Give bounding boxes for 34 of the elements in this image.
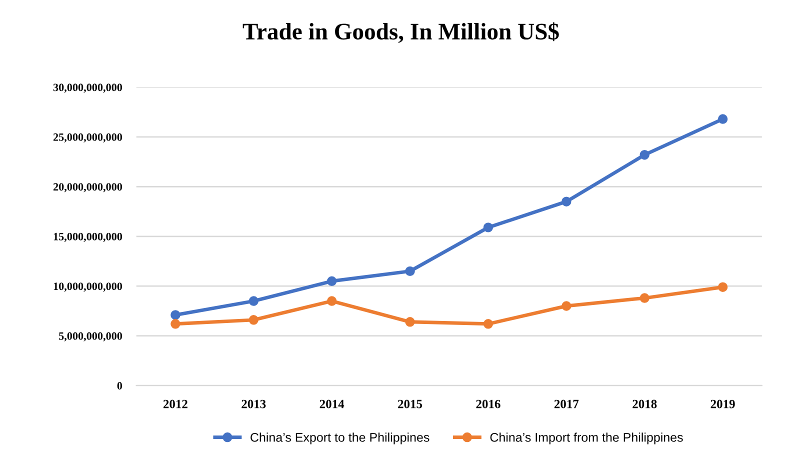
x-tick-label: 2012 — [163, 400, 188, 408]
point — [405, 317, 415, 327]
y-tick-label: 30,000,000,000 — [53, 84, 122, 93]
y-tick-label: 10,000,000,000 — [54, 282, 122, 292]
point — [483, 222, 494, 232]
point — [248, 296, 258, 306]
point — [170, 310, 180, 320]
x-tick-label: 2017 — [554, 400, 579, 408]
legend-label: China’s Export to the Philippines — [250, 432, 430, 444]
point — [326, 276, 337, 286]
x-tick-label: 2013 — [242, 400, 266, 408]
legend-label: China’s Import from the Philippines — [490, 432, 683, 444]
point — [170, 319, 180, 329]
point — [562, 196, 572, 206]
x-tick-label: 2019 — [710, 400, 735, 408]
point — [718, 282, 728, 292]
point — [248, 315, 258, 325]
x-tick-label: 2018 — [632, 400, 657, 408]
point — [405, 266, 415, 276]
y-tick-label: 25,000,000,000 — [53, 133, 122, 143]
chart-title: Trade in Goods, In Million US$ — [242, 22, 559, 43]
point — [326, 296, 337, 306]
x-tick-label: 2014 — [320, 400, 344, 408]
y-tick-label: 0 — [117, 382, 122, 390]
point — [718, 114, 728, 124]
y-tick-label: 15,000,000,000 — [54, 232, 122, 242]
point — [640, 150, 650, 160]
point — [483, 319, 494, 329]
y-tick-label: 5,000,000,000 — [59, 332, 122, 342]
x-tick-label: 2015 — [398, 400, 422, 408]
x-tick-label: 2016 — [476, 400, 500, 408]
point — [640, 293, 650, 303]
y-tick-label: 20,000,000,000 — [53, 183, 122, 192]
point — [562, 301, 572, 311]
